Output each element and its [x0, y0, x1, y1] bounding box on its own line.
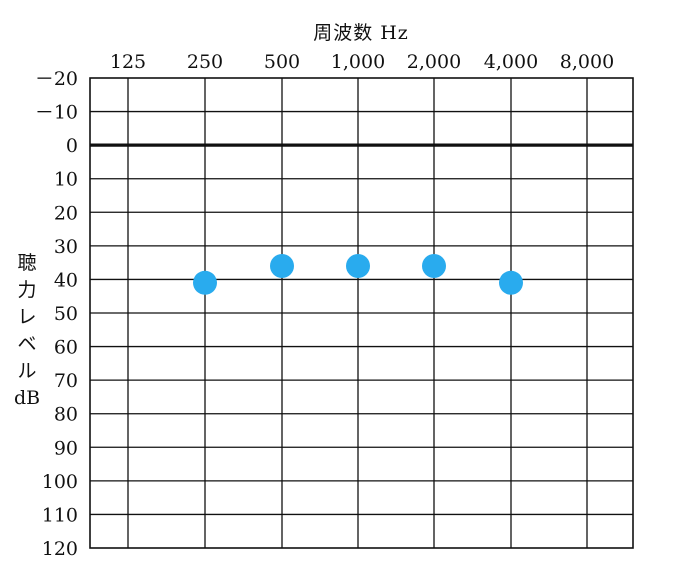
x-tick-label: 125 — [110, 51, 146, 73]
y-axis-title-char: レ — [17, 306, 37, 328]
x-tick-label: 4,000 — [484, 51, 538, 73]
y-tick-label: －20 — [35, 68, 78, 90]
y-tick-label: 100 — [42, 471, 78, 493]
y-tick-label: －10 — [35, 102, 78, 124]
y-axis-title-char: ベ — [17, 333, 37, 355]
data-point — [193, 270, 217, 295]
x-tick-label: 2,000 — [407, 51, 461, 73]
y-tick-label: 80 — [54, 404, 78, 426]
y-tick-label: 60 — [54, 337, 78, 359]
y-tick-label: 0 — [66, 135, 78, 157]
data-point — [270, 254, 294, 278]
y-axis-title-char: 聴 — [17, 252, 37, 274]
y-tick-label: 40 — [54, 269, 78, 291]
y-axis-title-char: ル — [17, 360, 37, 382]
y-tick-label: 50 — [54, 303, 78, 325]
y-tick-label: 120 — [42, 538, 78, 560]
y-tick-label: 10 — [54, 169, 78, 191]
y-axis-title: 聴 力 レ ベ ル dB — [14, 250, 40, 412]
y-tick-label: 70 — [54, 370, 78, 392]
x-tick-label: 8,000 — [560, 51, 614, 73]
data-point — [422, 254, 446, 278]
x-tick-label: 1,000 — [331, 51, 385, 73]
y-tick-label: 30 — [54, 236, 78, 258]
y-tick-label: 110 — [42, 504, 78, 526]
y-tick-label: 90 — [54, 437, 78, 459]
x-tick-label: 500 — [264, 51, 300, 73]
y-axis-title-char: 力 — [17, 279, 37, 301]
data-point — [499, 270, 523, 295]
y-tick-label: 20 — [54, 202, 78, 224]
y-axis-title-char: dB — [14, 387, 41, 409]
x-axis-title: 周波数 Hz — [313, 22, 409, 44]
data-point — [346, 254, 370, 278]
x-tick-label: 250 — [187, 51, 223, 73]
